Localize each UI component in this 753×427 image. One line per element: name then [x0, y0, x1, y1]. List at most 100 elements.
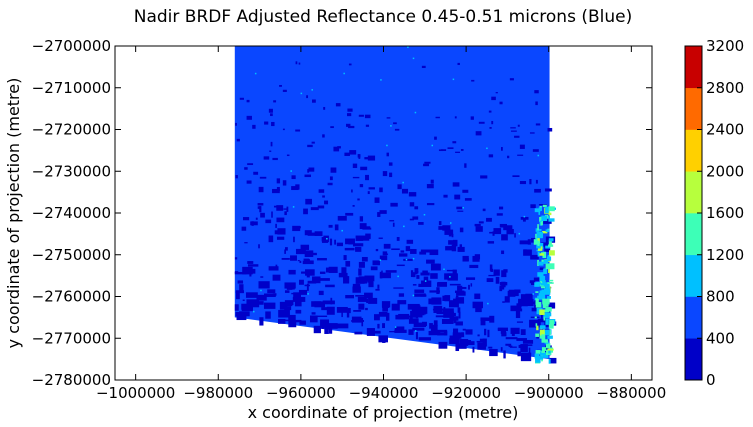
raster-patch — [317, 205, 325, 209]
raster-patch — [496, 213, 503, 216]
raster-patch — [435, 116, 440, 119]
raster-patch — [448, 300, 459, 308]
raster-patch — [311, 312, 316, 315]
y-tick-label: −2720000 — [32, 121, 111, 139]
raster-patch — [510, 127, 516, 129]
raster-patch — [523, 249, 527, 251]
raster-patch — [239, 97, 244, 100]
raster-patch — [464, 163, 467, 168]
raster-patch — [538, 207, 542, 211]
raster-patch — [423, 163, 430, 167]
raster-patch — [321, 237, 329, 243]
raster-patch — [276, 186, 280, 192]
raster-patch — [377, 323, 380, 329]
x-tick-label: −980000 — [183, 384, 253, 402]
raster-patch — [291, 292, 295, 295]
raster-patch — [263, 156, 270, 160]
raster-patch — [482, 208, 486, 212]
raster-patch — [414, 206, 419, 210]
raster-patch — [408, 318, 419, 324]
raster-patch — [548, 358, 551, 364]
raster-patch — [544, 288, 551, 295]
raster-patch — [540, 314, 543, 319]
raster-patch — [541, 259, 544, 262]
raster-patch — [335, 323, 349, 329]
raster-patch — [377, 284, 380, 289]
raster-patch — [540, 221, 543, 226]
raster-patch — [304, 230, 312, 236]
raster-patch — [379, 259, 382, 261]
raster-patch — [388, 162, 393, 166]
raster-patch — [470, 283, 473, 287]
raster-patch — [520, 329, 526, 335]
raster-patch — [437, 281, 448, 286]
raster-patch — [543, 316, 546, 321]
raster-patch — [322, 300, 335, 305]
raster-patch — [542, 280, 546, 285]
raster-patch — [438, 332, 444, 336]
raster-patch — [453, 298, 463, 301]
raster-patch — [486, 217, 492, 222]
raster-patch — [240, 311, 247, 320]
raster-patch — [312, 276, 315, 282]
raster-patch — [493, 269, 500, 276]
raster-patch — [365, 174, 369, 181]
raster-patch — [413, 322, 426, 328]
raster-patch — [360, 166, 368, 171]
raster-patch — [407, 46, 409, 49]
raster-patch — [539, 290, 545, 294]
raster-patch — [531, 237, 535, 243]
raster-patch — [294, 299, 302, 307]
raster-patch — [498, 206, 504, 210]
raster-patch — [530, 204, 536, 209]
raster-patch — [267, 289, 276, 294]
raster-patch — [535, 101, 538, 106]
raster-patch — [471, 79, 475, 82]
x-tick-label: −1000000 — [96, 384, 175, 402]
raster-patch — [541, 350, 546, 353]
raster-patch — [284, 211, 287, 216]
raster-patch — [503, 225, 513, 231]
raster-patch — [519, 240, 529, 245]
raster-patch — [288, 269, 296, 275]
raster-patch — [534, 188, 541, 193]
raster-patch — [299, 320, 306, 325]
raster-patch — [480, 317, 492, 321]
raster-patch — [241, 306, 253, 312]
raster-patch — [460, 148, 464, 151]
raster-patch — [474, 223, 481, 227]
raster-patch — [355, 295, 368, 297]
raster-patch — [314, 231, 323, 236]
raster-patch — [517, 154, 524, 156]
raster-patch — [399, 253, 408, 257]
raster-patch — [270, 113, 273, 117]
raster-patch — [392, 222, 395, 227]
raster-patch — [403, 225, 405, 228]
raster-patch — [365, 124, 370, 127]
raster-patch — [270, 141, 273, 147]
raster-patch — [462, 189, 469, 193]
raster-patch — [256, 294, 267, 301]
colorbar-segment — [685, 213, 702, 256]
raster-patch — [549, 357, 557, 364]
raster-patch — [515, 310, 521, 319]
raster-patch — [293, 236, 295, 243]
raster-patch — [449, 335, 460, 343]
raster-patch — [486, 147, 488, 150]
colorbar-tick-label: 2800 — [706, 79, 744, 97]
y-tick-label: −2730000 — [32, 162, 111, 180]
raster-patch — [323, 106, 326, 110]
raster-patch — [367, 155, 376, 161]
raster-patch — [374, 197, 380, 203]
raster-patch — [305, 198, 312, 205]
raster-patch — [539, 309, 545, 315]
raster-patch — [445, 246, 453, 251]
raster-patch — [459, 339, 469, 346]
raster-patch — [508, 345, 513, 348]
raster-patch — [282, 89, 287, 92]
raster-patch — [484, 328, 487, 336]
raster-patch — [414, 289, 425, 293]
raster-patch — [542, 298, 546, 304]
raster-patch — [328, 327, 333, 334]
colorbar-segment — [685, 46, 702, 89]
